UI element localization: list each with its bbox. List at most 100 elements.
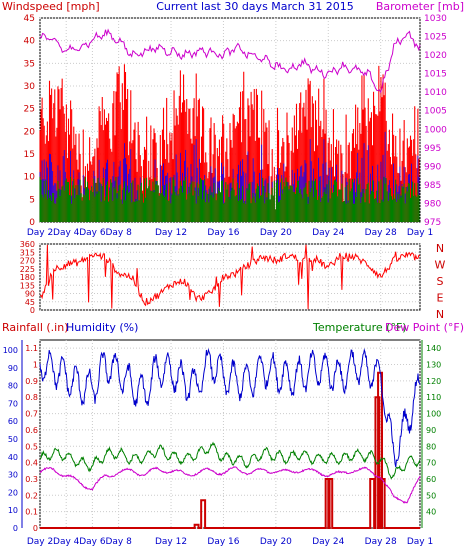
rainfall-tick-label: 0.5 xyxy=(25,442,38,451)
x-tick-label: Day 6 xyxy=(79,537,106,547)
temperature-tick-label: 130 xyxy=(426,361,441,370)
barometer-tick-label: 985 xyxy=(424,181,441,191)
humidity-tick-label: 70 xyxy=(8,399,18,408)
windspeed-tick-label: 0 xyxy=(29,218,35,228)
rainfall-tick-label: 0.2 xyxy=(25,491,38,500)
rainfall-tick-label: 0.3 xyxy=(25,475,38,484)
humidity-tick-label: 100 xyxy=(3,346,18,355)
barometer-tick-label: 990 xyxy=(424,162,441,172)
x-tick-label: Day 12 xyxy=(155,228,187,238)
compass-label: W xyxy=(435,259,446,272)
rainfall-tick-label: 0.9 xyxy=(25,377,38,386)
barometer-tick-label: 1015 xyxy=(424,70,447,80)
rainfall-line xyxy=(40,371,420,529)
humidity-temperature-panel: 0 0.1 0.2 0.3 0.4 0.5 0.6 0.7 0.8 0.9 1 1.1 0 10 20 30 4… xyxy=(3,339,441,547)
humidity-tick-label: 60 xyxy=(8,417,18,426)
rainfall-axis-label: Rainfall (.in) xyxy=(2,321,69,334)
windspeed-tick-label: 15 xyxy=(24,150,35,160)
temperature-tick-label: 90 xyxy=(426,426,436,435)
barometer-tick-label: 1005 xyxy=(424,107,447,117)
x-tick-label: Day 24 xyxy=(312,537,344,547)
rainfall-tick-label: 0.6 xyxy=(25,426,38,435)
x-tick-label: Day 20 xyxy=(260,537,292,547)
direction-tick-label: 45 xyxy=(25,298,35,307)
x-tick-label: Day 16 xyxy=(207,228,239,238)
chart-title: Current last 30 days March 31 2015 xyxy=(156,0,354,13)
humidity-line xyxy=(39,348,421,468)
temperature-tick-label: 100 xyxy=(426,410,441,419)
direction-tick-label: 225 xyxy=(20,265,35,274)
temperature-tick-label: 140 xyxy=(426,344,441,353)
barometer-tick-label: 1010 xyxy=(424,88,447,98)
compass-label: E xyxy=(437,292,444,305)
rainfall-tick-label: 1.1 xyxy=(25,344,38,353)
temperature-tick-label: 50 xyxy=(426,491,436,500)
direction-tick-label: 360 xyxy=(20,240,35,249)
x-tick-label: Day 8 xyxy=(105,537,132,547)
dewpoint-axis-label: Dew Point (°F) xyxy=(385,321,464,334)
temperature-axis-label: Temperature (°F) xyxy=(312,321,407,334)
x-tick-label: Day 1 xyxy=(407,537,433,547)
humidity-tick-label: 30 xyxy=(8,471,18,480)
x-tick-label: Day 1 xyxy=(407,228,433,238)
compass-label: N xyxy=(436,308,444,321)
direction-tick-label: 315 xyxy=(20,248,35,257)
rainfall-tick-label: 1 xyxy=(33,361,38,370)
x-tick-label: Day 28 xyxy=(365,228,397,238)
temperature-tick-label: 70 xyxy=(426,459,436,468)
humidity-tick-label: 20 xyxy=(8,488,18,497)
x-tick-label: Day 12 xyxy=(155,537,187,547)
windspeed-tick-label: 5 xyxy=(29,195,35,205)
barometer-tick-label: 1025 xyxy=(424,33,447,43)
rainfall-tick-label: 0.1 xyxy=(25,508,38,517)
direction-tick-label: 90 xyxy=(25,290,35,299)
x-tick-label: Day 16 xyxy=(207,537,239,547)
humidity-tick-label: 50 xyxy=(8,435,18,444)
rainfall-tick-label: 0.4 xyxy=(25,459,38,468)
windspeed-axis-label: Windspeed [mph] xyxy=(2,0,100,13)
plot-frame xyxy=(39,339,421,529)
x-tick-label: Day 24 xyxy=(312,228,344,238)
humidity-tick-label: 90 xyxy=(8,364,18,373)
humidity-tick-label: 40 xyxy=(8,453,18,462)
compass-label: S xyxy=(437,275,444,288)
windspeed-tick-label: 20 xyxy=(24,127,36,137)
direction-tick-label: 270 xyxy=(20,257,35,266)
windspeed-tick-label: 30 xyxy=(24,82,36,92)
dew-point-line xyxy=(39,466,421,504)
windspeed-tick-label: 40 xyxy=(24,37,36,47)
x-tick-label: Day 4 xyxy=(53,537,80,547)
rainfall-tick-label: 0 xyxy=(33,524,38,533)
x-tick-label: Day 6 xyxy=(79,228,106,238)
barometer-line xyxy=(39,28,421,94)
temperature-tick-label: 40 xyxy=(426,508,436,517)
temperature-tick-label: 60 xyxy=(426,475,436,484)
barometer-axis-label: Barometer [mb] xyxy=(376,0,464,13)
barometer-tick-label: 1020 xyxy=(424,51,447,61)
humidity-axis-label: Humidity (%) xyxy=(66,321,138,334)
rainfall-tick-label: 0.7 xyxy=(25,410,38,419)
wind-barometer-panel: 0510152025303540459759809859909951000100… xyxy=(24,14,448,238)
x-tick-label: Day 20 xyxy=(260,228,292,238)
barometer-tick-label: 1000 xyxy=(424,125,447,135)
windspeed-tick-label: 10 xyxy=(24,173,36,183)
temperature-tick-label: 110 xyxy=(426,393,441,402)
barometer-tick-label: 995 xyxy=(424,144,441,154)
x-tick-label: Day 28 xyxy=(365,537,397,547)
windspeed-tick-label: 45 xyxy=(24,14,35,24)
windspeed-tick-label: 35 xyxy=(24,59,35,69)
direction-tick-label: 0 xyxy=(30,306,35,315)
x-tick-label: Day 4 xyxy=(53,228,80,238)
barometer-tick-label: 1030 xyxy=(424,14,447,24)
temperature-tick-label: 80 xyxy=(426,442,436,451)
rainfall-tick-label: 0.8 xyxy=(25,393,38,402)
barometer-tick-label: 975 xyxy=(424,218,441,228)
wind-direction-line xyxy=(39,244,421,310)
humidity-tick-label: 0 xyxy=(13,524,18,533)
humidity-tick-label: 10 xyxy=(8,506,18,515)
humidity-tick-label: 80 xyxy=(8,382,18,391)
x-tick-label: Day 2 xyxy=(27,228,53,238)
temperature-tick-label: 120 xyxy=(426,377,441,386)
direction-tick-label: 135 xyxy=(20,281,35,290)
